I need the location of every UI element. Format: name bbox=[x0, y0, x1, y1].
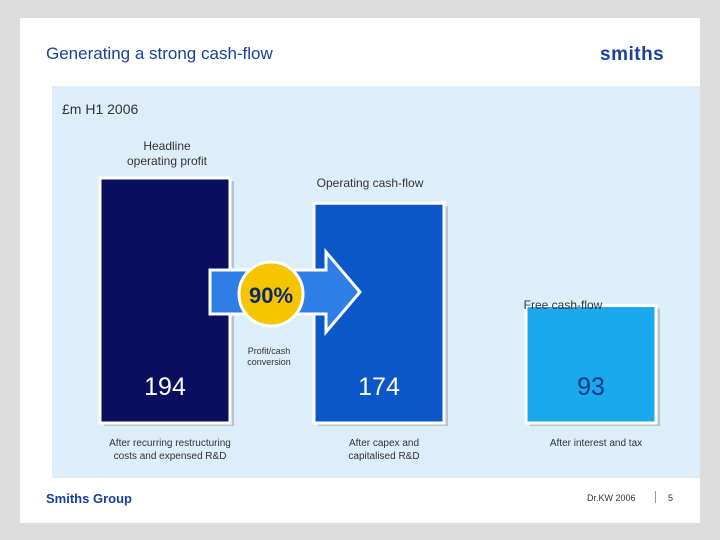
chart-unit-label: £m H1 2006 bbox=[62, 101, 139, 117]
page-number: 5 bbox=[668, 493, 674, 503]
category-label-1: Headline operating profit bbox=[127, 139, 208, 168]
category-label-3: Free cash-flow bbox=[524, 298, 603, 312]
footer-code: Dr.KW 2006 bbox=[587, 493, 636, 503]
note-label-1: After recurring restructuring costs and e… bbox=[109, 438, 231, 462]
smiths-logo: smiths bbox=[600, 44, 665, 65]
slide-title: Generating a strong cash-flow bbox=[46, 44, 273, 63]
value-label-2: 174 bbox=[358, 373, 400, 401]
conversion-caption: Profit/cash conversion bbox=[247, 346, 291, 367]
note-label-3: After interest and tax bbox=[550, 438, 642, 449]
value-label-3: 93 bbox=[577, 373, 605, 401]
footer-company: Smiths Group bbox=[46, 491, 132, 506]
note-label-2: After capex and capitalised R&D bbox=[348, 438, 419, 462]
bar-3 bbox=[524, 304, 658, 425]
footer-separator bbox=[655, 491, 656, 503]
conversion-badge bbox=[237, 260, 305, 328]
category-label-2: Operating cash-flow bbox=[317, 176, 424, 190]
value-label-1: 194 bbox=[144, 373, 186, 401]
conversion-value: 90% bbox=[249, 283, 293, 308]
